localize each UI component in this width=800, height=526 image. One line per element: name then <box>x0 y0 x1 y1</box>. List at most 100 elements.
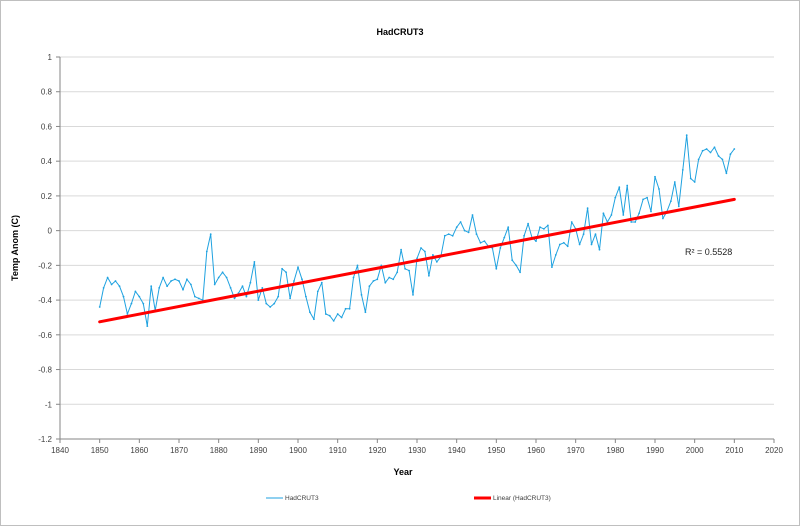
data-point-hadcrut3 <box>685 134 688 137</box>
y-tick-label: -1.2 <box>38 435 52 444</box>
x-axis-title: Year <box>393 467 413 477</box>
data-point-hadcrut3 <box>475 233 478 236</box>
data-point-hadcrut3 <box>309 311 311 314</box>
data-point-hadcrut3 <box>348 307 351 310</box>
y-tick-label: -1 <box>45 400 53 409</box>
data-point-hadcrut3 <box>372 280 375 282</box>
data-point-hadcrut3 <box>110 283 113 286</box>
data-point-hadcrut3 <box>638 212 640 215</box>
data-point-hadcrut3 <box>340 316 343 319</box>
data-point-hadcrut3 <box>102 287 105 289</box>
data-point-hadcrut3 <box>190 283 192 286</box>
data-point-hadcrut3 <box>562 241 565 244</box>
data-point-hadcrut3 <box>578 243 581 246</box>
data-point-hadcrut3 <box>443 234 446 237</box>
y-tick-label: 0.8 <box>41 88 53 97</box>
data-point-hadcrut3 <box>654 175 656 178</box>
y-tick-label: 0.2 <box>41 192 53 201</box>
data-point-hadcrut3 <box>499 247 502 249</box>
data-point-hadcrut3 <box>162 276 165 279</box>
data-point-hadcrut3 <box>368 285 371 288</box>
data-point-hadcrut3 <box>689 177 692 180</box>
data-point-hadcrut3 <box>142 302 145 305</box>
x-tick-label: 1940 <box>448 446 466 455</box>
data-point-hadcrut3 <box>507 226 510 229</box>
data-point-hadcrut3 <box>182 288 184 291</box>
data-point-hadcrut3 <box>170 280 173 282</box>
data-point-hadcrut3 <box>614 196 617 199</box>
data-point-hadcrut3 <box>289 297 291 300</box>
data-point-hadcrut3 <box>134 290 137 293</box>
data-point-hadcrut3 <box>384 281 387 284</box>
data-point-hadcrut3 <box>662 217 664 220</box>
data-point-hadcrut3 <box>293 280 295 282</box>
data-point-hadcrut3 <box>519 271 521 274</box>
data-point-hadcrut3 <box>352 276 355 279</box>
x-tick-label: 1910 <box>329 446 347 455</box>
data-point-hadcrut3 <box>194 295 196 298</box>
data-point-hadcrut3 <box>186 278 188 281</box>
data-point-hadcrut3 <box>320 281 323 284</box>
data-point-hadcrut3 <box>451 234 454 237</box>
data-point-hadcrut3 <box>257 299 260 301</box>
data-point-hadcrut3 <box>634 221 637 223</box>
data-point-hadcrut3 <box>670 200 672 203</box>
data-point-hadcrut3 <box>455 226 458 229</box>
data-point-hadcrut3 <box>150 285 153 288</box>
data-point-hadcrut3 <box>543 228 545 230</box>
data-point-hadcrut3 <box>138 295 141 298</box>
data-point-hadcrut3 <box>586 207 589 210</box>
data-point-hadcrut3 <box>523 234 525 237</box>
data-point-hadcrut3 <box>729 153 732 156</box>
data-point-hadcrut3 <box>721 158 724 161</box>
y-tick-labels: 1 0.8 0.6 0.4 0.2 0 -0.2 -0.4 -0.6 -0.8 -1 -1.2 <box>38 53 52 444</box>
y-tick-label: 0.6 <box>41 122 53 131</box>
data-point-hadcrut3 <box>673 181 676 183</box>
data-point-hadcrut3 <box>324 313 327 315</box>
data-point-hadcrut3 <box>265 302 268 305</box>
y-tick-label: -0.4 <box>38 296 52 305</box>
data-point-hadcrut3 <box>713 146 716 149</box>
data-point-hadcrut3 <box>503 236 506 239</box>
x-tick-label: 1970 <box>567 446 585 455</box>
data-point-hadcrut3 <box>594 233 597 236</box>
data-point-hadcrut3 <box>547 224 549 227</box>
data-point-hadcrut3 <box>558 243 561 246</box>
data-point-hadcrut3 <box>249 281 252 284</box>
x-tick-label: 1890 <box>249 446 267 455</box>
data-point-hadcrut3 <box>364 311 367 314</box>
y-tick-label: 0.4 <box>41 157 53 166</box>
data-point-hadcrut3 <box>602 212 605 215</box>
data-point-hadcrut3 <box>130 302 133 305</box>
data-point-hadcrut3 <box>570 221 573 223</box>
data-point-hadcrut3 <box>273 302 276 305</box>
x-tick-label: 1900 <box>289 446 307 455</box>
data-point-hadcrut3 <box>380 264 383 267</box>
data-point-hadcrut3 <box>566 245 569 248</box>
data-point-hadcrut3 <box>316 290 319 293</box>
data-point-hadcrut3 <box>432 254 434 256</box>
data-point-hadcrut3 <box>483 240 486 243</box>
data-point-hadcrut3 <box>539 226 541 229</box>
data-point-hadcrut3 <box>344 307 347 310</box>
data-point-hadcrut3 <box>241 285 244 288</box>
trend-line-linear <box>98 197 736 324</box>
data-point-hadcrut3 <box>582 233 585 236</box>
data-point-hadcrut3 <box>428 274 430 277</box>
r-squared-annotation: R² = 0.5528 <box>685 247 732 257</box>
x-tick-labels: 1840 1850 1860 1870 1880 1890 1900 1910 1920 1930… <box>51 446 783 455</box>
x-tick-label: 1950 <box>487 446 505 455</box>
data-point-hadcrut3 <box>590 243 593 246</box>
data-point-hadcrut3 <box>328 314 331 317</box>
data-point-hadcrut3 <box>253 261 256 263</box>
y-tick-label: -0.6 <box>38 331 52 340</box>
data-point-hadcrut3 <box>174 278 176 281</box>
data-point-hadcrut3 <box>626 184 629 187</box>
x-tick-label: 1960 <box>527 446 545 455</box>
x-tick-label: 1860 <box>130 446 148 455</box>
data-point-hadcrut3 <box>146 325 149 327</box>
data-point-hadcrut3 <box>178 280 180 282</box>
data-point-hadcrut3 <box>356 264 359 267</box>
data-point-hadcrut3 <box>424 250 426 253</box>
